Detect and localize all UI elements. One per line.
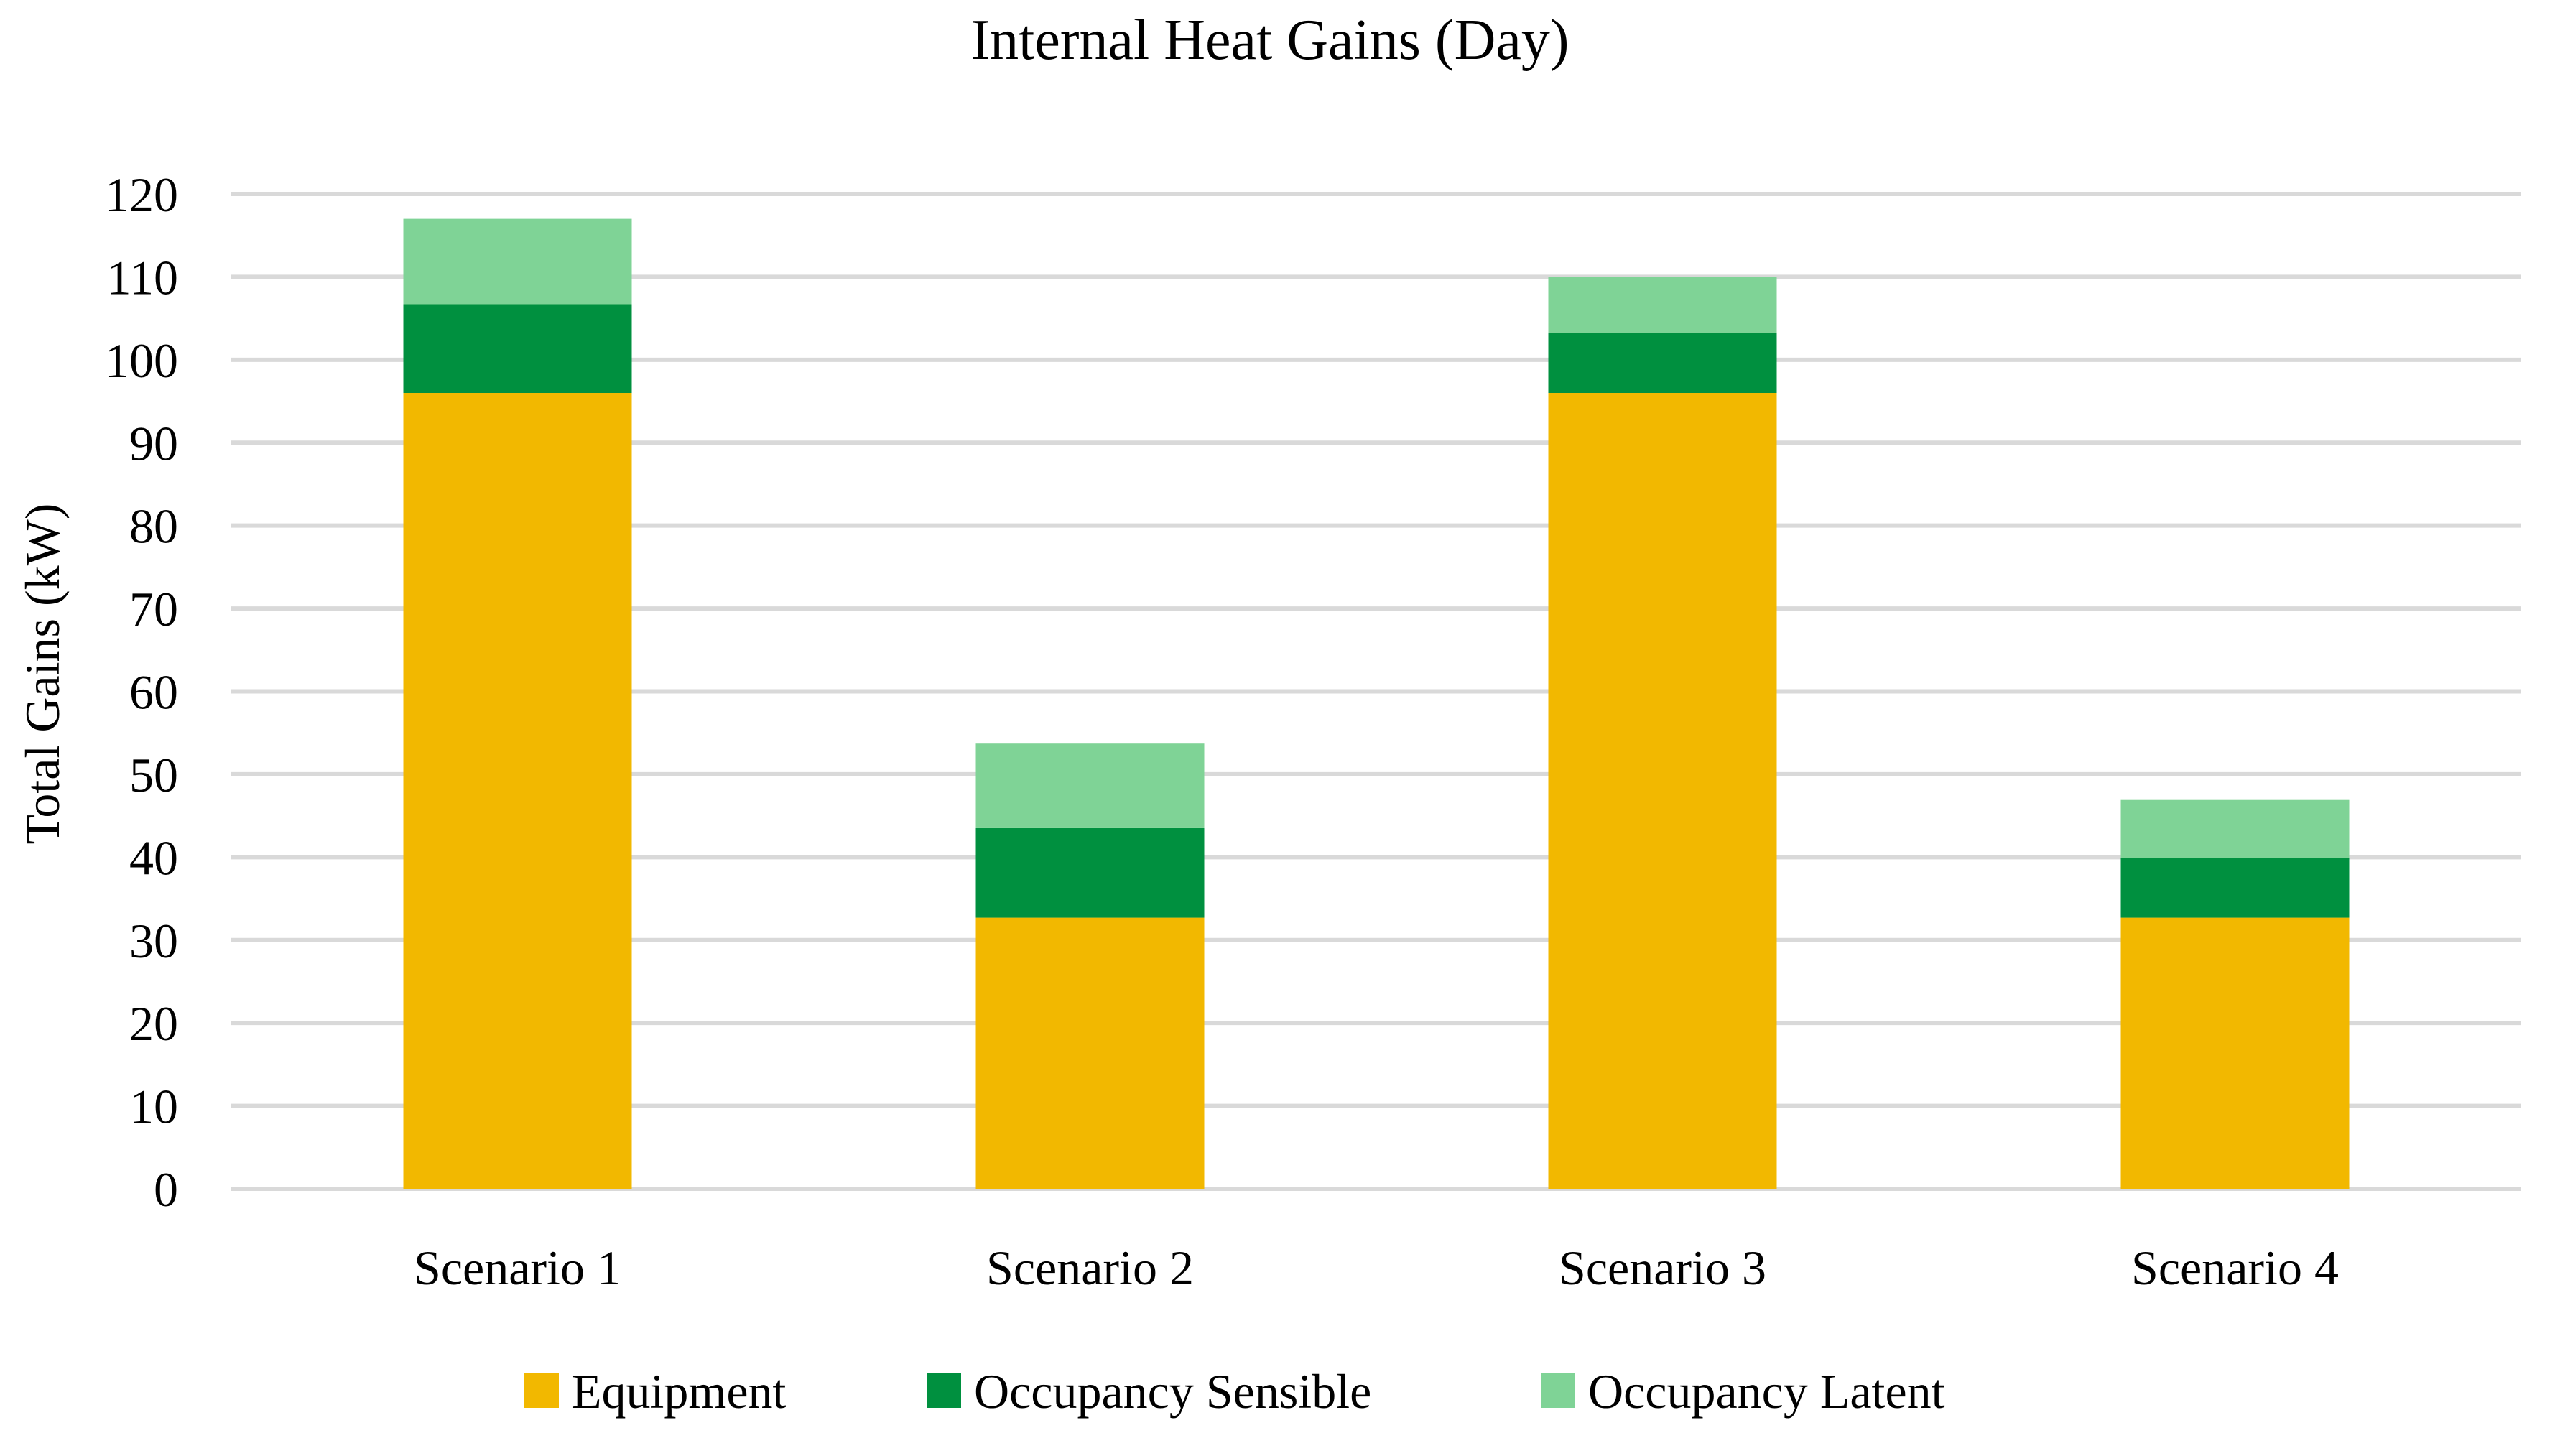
y-tick-label: 70 [129, 582, 178, 636]
legend-label: Equipment [572, 1364, 787, 1419]
y-tick-label: 10 [129, 1080, 178, 1134]
bar-occupancy-latent-3 [1548, 277, 1777, 333]
y-axis-label: Total Gains (kW) [15, 504, 70, 845]
bar-equipment-2 [975, 917, 1205, 1189]
bar-occupancy-latent-4 [2120, 799, 2350, 858]
legend: Equipment Occupancy Sensible Occupancy Lat… [524, 1364, 1945, 1419]
bar-occupancy-sensible-4 [2120, 858, 2350, 918]
y-tick-label: 110 [107, 250, 178, 305]
y-tick-label: 80 [129, 499, 178, 554]
x-category-label: Scenario 3 [1559, 1241, 1766, 1295]
bar-occupancy-sensible-3 [1548, 333, 1777, 393]
legend-swatch-occupancy-latent [1541, 1373, 1575, 1408]
bar-occupancy-sensible-2 [975, 827, 1205, 918]
legend-label: Occupancy Sensible [974, 1364, 1371, 1419]
y-axis-ticks: 0 10 20 30 40 50 60 70 80 90 100 110 120 [105, 167, 178, 1217]
bar-equipment-4 [2120, 917, 2350, 1189]
legend-swatch-equipment [524, 1373, 559, 1408]
y-tick-label: 60 [129, 665, 178, 720]
bar-equipment-3 [1548, 393, 1777, 1189]
y-tick-label: 100 [105, 333, 178, 388]
bar-occupancy-latent-2 [975, 743, 1205, 828]
x-category-label: Scenario 2 [986, 1241, 1194, 1295]
x-category-label: Scenario 4 [2131, 1241, 2339, 1295]
y-tick-label: 30 [129, 914, 178, 968]
y-tick-label: 20 [129, 996, 178, 1051]
y-tick-label: 50 [129, 748, 178, 802]
bar-occupancy-sensible-1 [403, 304, 632, 393]
y-tick-label: 120 [105, 167, 178, 222]
bars [403, 218, 2350, 1189]
bar-occupancy-latent-1 [403, 218, 632, 305]
chart-title: Internal Heat Gains (Day) [971, 9, 1569, 72]
y-tick-label: 90 [129, 416, 178, 470]
bar-equipment-1 [403, 393, 632, 1189]
x-axis-categories: Scenario 1 Scenario 2 Scenario 3 Scenario 4 [414, 1241, 2339, 1295]
legend-swatch-occupancy-sensible [927, 1373, 961, 1408]
y-tick-label: 40 [129, 830, 178, 885]
legend-label: Occupancy Latent [1588, 1364, 1945, 1419]
y-tick-label: 0 [154, 1162, 178, 1217]
x-category-label: Scenario 1 [414, 1241, 621, 1295]
